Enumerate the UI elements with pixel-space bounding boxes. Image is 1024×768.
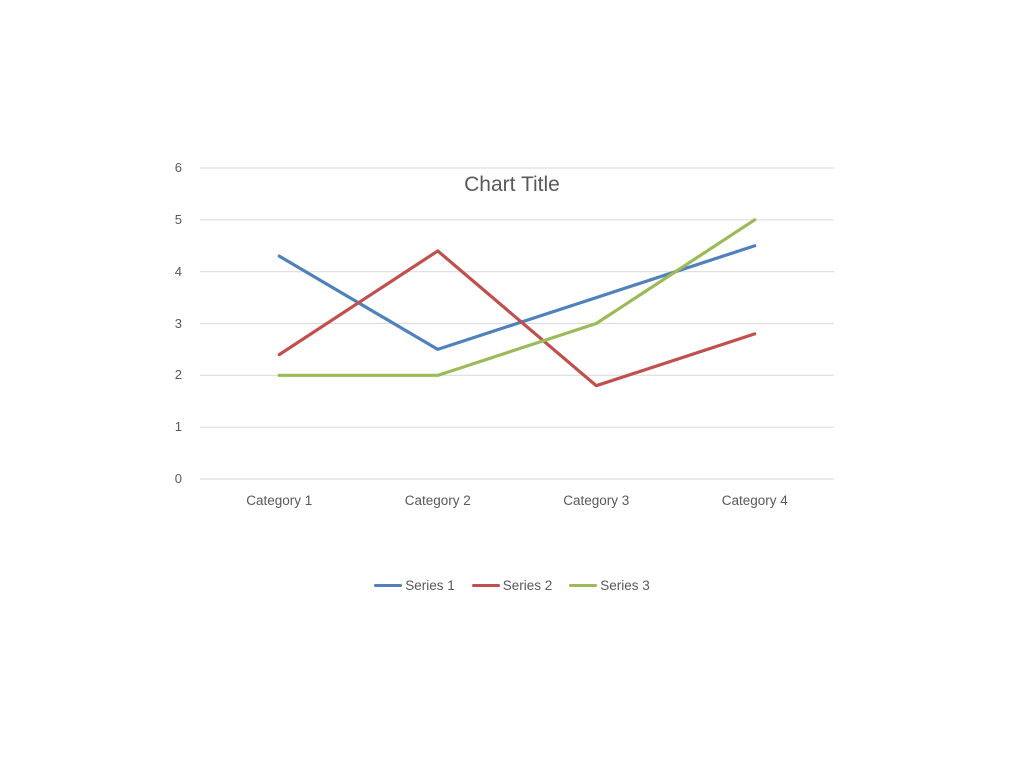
- y-tick-label: 2: [174, 367, 182, 383]
- legend-label: Series 1: [405, 578, 455, 593]
- x-category-label: Category 1: [246, 493, 313, 508]
- legend-item-2: Series 2: [471, 578, 553, 593]
- legend-label: Series 3: [600, 578, 650, 593]
- legend-item-1: Series 1: [374, 578, 455, 593]
- legend-line-swatch: [374, 584, 403, 587]
- legend: Series 1 Series 2 Series 3: [0, 578, 1024, 593]
- legend-item-3: Series 3: [569, 578, 650, 593]
- y-tick-label: 0: [174, 471, 182, 486]
- legend-line-swatch: [471, 584, 500, 587]
- x-category-label: Category 3: [563, 493, 630, 508]
- series-line-1: [277, 244, 757, 352]
- legend-line-swatch: [569, 584, 598, 587]
- y-axis-labels: 0 1 2 3 4 5 6: [0, 0, 182, 768]
- x-category-label: Category 2: [404, 493, 471, 508]
- y-tick-label: 4: [174, 263, 182, 279]
- y-tick-label: 1: [174, 419, 182, 435]
- y-tick-label: 5: [174, 211, 182, 227]
- series-line-3: [277, 218, 757, 377]
- chart-title: Chart Title: [464, 173, 560, 196]
- series-line-2: [277, 249, 757, 388]
- legend-label: Series 2: [502, 578, 553, 593]
- x-axis-labels: Category 1 Category 2 Category 3 Category 4: [0, 492, 1024, 512]
- y-tick-label: 6: [174, 160, 182, 175]
- x-category-label: Category 4: [721, 493, 788, 508]
- y-tick-label: 3: [174, 315, 182, 331]
